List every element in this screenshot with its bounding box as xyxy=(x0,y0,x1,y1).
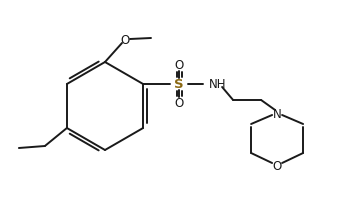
Text: O: O xyxy=(273,159,282,172)
Text: O: O xyxy=(175,58,184,71)
Text: N: N xyxy=(273,108,282,121)
Text: O: O xyxy=(120,34,130,47)
Text: S: S xyxy=(174,78,184,90)
Text: NH: NH xyxy=(209,78,227,90)
Text: O: O xyxy=(175,97,184,110)
